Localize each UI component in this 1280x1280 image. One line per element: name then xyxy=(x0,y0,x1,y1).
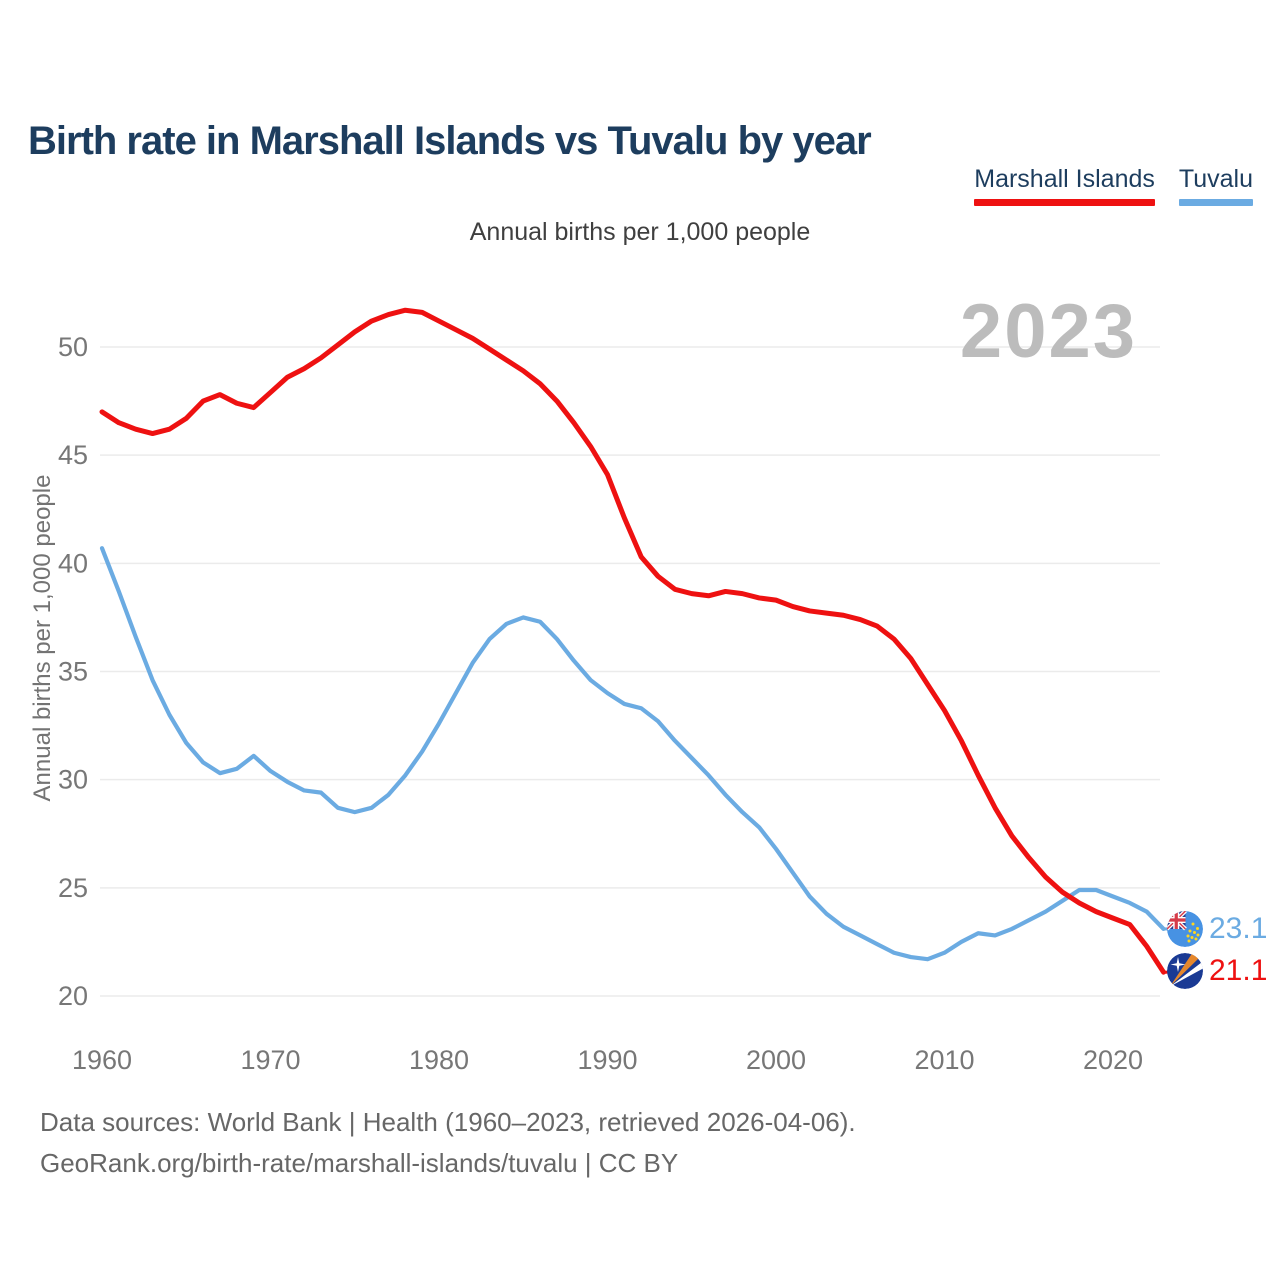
end-value-tuvalu: 23.1 xyxy=(1209,912,1268,945)
y-tick-label: 25 xyxy=(58,873,88,903)
tuvalu-flag-stars xyxy=(1186,922,1200,943)
x-tick-label: 2000 xyxy=(746,1045,806,1075)
x-tick-label: 2020 xyxy=(1083,1045,1143,1075)
series-line-tuvalu[interactable] xyxy=(99,546,1166,962)
y-tick-label: 30 xyxy=(58,765,88,795)
series-line-marshall-islands[interactable] xyxy=(99,307,1167,975)
y-tick-label: 35 xyxy=(58,656,88,686)
legend-item-marshall-islands[interactable]: Marshall Islands xyxy=(974,165,1155,206)
end-value-marshall-islands: 21.1 xyxy=(1209,954,1268,987)
x-tick-label: 1970 xyxy=(240,1045,300,1075)
y-tick-label: 20 xyxy=(58,981,88,1011)
legend: Marshall Islands Tuvalu xyxy=(974,165,1253,206)
x-tick-label: 2010 xyxy=(914,1045,974,1075)
legend-color-bar-tuvalu xyxy=(1178,199,1253,206)
end-label-row-marshall-islands: 21.1 xyxy=(1167,953,1267,989)
tuvalu-flag-icon xyxy=(1167,911,1203,947)
end-label-row-tuvalu: 23.1 xyxy=(1167,911,1267,947)
page-title: Birth rate in Marshall Islands vs Tuvalu… xyxy=(28,118,872,163)
watermark-year: 2023 xyxy=(959,289,1137,374)
marshall-islands-flag-icon xyxy=(1167,953,1203,989)
legend-color-bar-marshall-islands xyxy=(974,199,1155,206)
y-tick-label: 50 xyxy=(58,332,88,362)
legend-label-tuvalu: Tuvalu xyxy=(1178,165,1253,193)
x-tick-label: 1990 xyxy=(577,1045,637,1075)
y-tick-label: 40 xyxy=(58,548,88,578)
legend-item-tuvalu[interactable]: Tuvalu xyxy=(1178,165,1253,206)
x-tick-label: 1960 xyxy=(72,1045,132,1075)
x-tick-label: 1980 xyxy=(409,1045,469,1075)
footer: Data sources: World Bank | Health (1960–… xyxy=(40,1102,856,1184)
y-tick-label: 45 xyxy=(58,440,88,470)
footer-sources: Data sources: World Bank | Health (1960–… xyxy=(40,1107,856,1137)
legend-label-marshall-islands: Marshall Islands xyxy=(974,165,1155,193)
chart-subtitle: Annual births per 1,000 people xyxy=(469,218,811,246)
footer-link[interactable]: GeoRank.org/birth-rate/marshall-islands/… xyxy=(40,1148,679,1178)
